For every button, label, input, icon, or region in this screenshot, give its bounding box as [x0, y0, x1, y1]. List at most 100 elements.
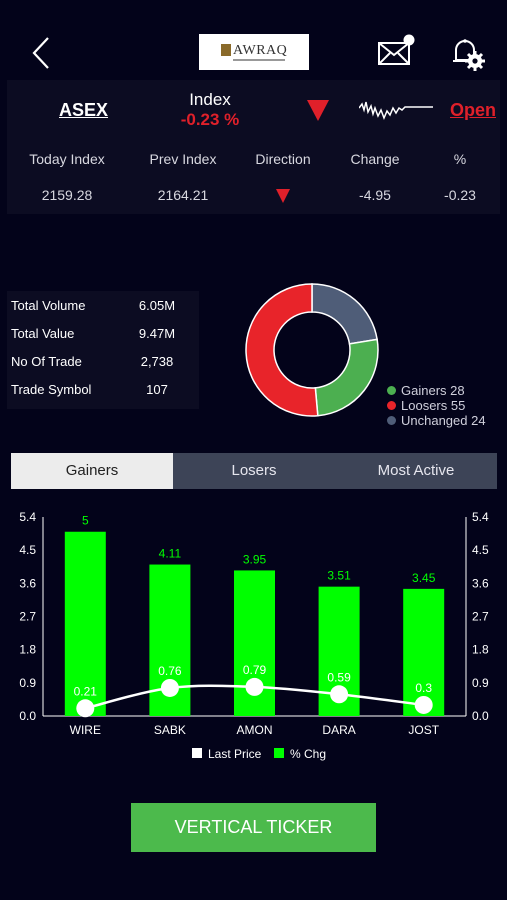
- y-tick-label-left: 0.9: [19, 676, 36, 690]
- logo-text: AWRAQ: [233, 43, 288, 58]
- legend-losers: Loosers 55: [387, 398, 465, 413]
- last-price-label: 0.76: [158, 664, 182, 678]
- y-tick-label-right: 0.0: [472, 709, 489, 723]
- legend-label: Gainers 28: [401, 383, 465, 398]
- legend-last-price: Last Price: [208, 747, 262, 761]
- legend-swatch-pct-chg: [274, 748, 284, 758]
- bar-value-label: 5: [82, 514, 89, 528]
- market-breadth-donut: [245, 283, 379, 417]
- legend-swatch-last-price: [192, 748, 202, 758]
- market-status-link[interactable]: Open: [450, 100, 497, 120]
- stat-total-value: Total Value 9.47M: [7, 320, 195, 348]
- last-price-point[interactable]: [414, 695, 433, 714]
- bar-value-label: 4.11: [159, 547, 182, 561]
- last-price-label: 0.3: [415, 681, 432, 695]
- y-tick-label-left: 5.4: [19, 510, 36, 524]
- last-price-label: 0.79: [243, 663, 267, 677]
- bell-gear-icon: [453, 39, 485, 71]
- stat-label: Total Value: [11, 326, 75, 341]
- logo-tagline: [233, 59, 285, 61]
- stat-no-of-trade: No Of Trade 2,738: [7, 348, 195, 376]
- stat-total-volume: Total Volume 6.05M: [7, 292, 195, 320]
- bar-value-label: 3.45: [412, 571, 436, 585]
- logo-mark: [221, 44, 231, 56]
- y-tick-label-left: 1.8: [19, 643, 36, 657]
- index-change-pct: -0.23 %: [180, 110, 240, 129]
- x-tick-label: WIRE: [70, 723, 101, 737]
- x-tick-label: JOST: [408, 723, 439, 737]
- y-tick-label-right: 0.9: [472, 676, 489, 690]
- vertical-ticker-button[interactable]: VERTICAL TICKER: [131, 803, 376, 852]
- donut-legend: Gainers 28 Loosers 55 Unchanged 24: [386, 382, 500, 430]
- last-price-label: 0.59: [327, 670, 351, 684]
- prev-index-value: 2164.21: [157, 187, 209, 203]
- direction-down-icon: [276, 189, 290, 203]
- legend-pct-chg: % Chg: [290, 747, 326, 761]
- sparkline-icon: [359, 101, 433, 121]
- stat-value: 9.47M: [138, 326, 176, 341]
- pct-value: -0.23: [444, 187, 476, 203]
- stat-label: No Of Trade: [11, 354, 82, 369]
- donut-slice-gainers: [314, 338, 379, 417]
- legend-label: Loosers 55: [401, 398, 466, 413]
- legend-dot: [387, 401, 396, 410]
- alerts-settings-button[interactable]: [448, 34, 488, 72]
- donut-slice-loosers: [245, 283, 319, 417]
- change-value: -4.95: [359, 187, 391, 203]
- tab-most-active[interactable]: Most Active: [377, 462, 455, 479]
- last-price-point[interactable]: [245, 677, 264, 696]
- legend-dot: [387, 416, 396, 425]
- y-tick-label-left: 4.5: [19, 543, 36, 557]
- y-tick-label-right: 4.5: [472, 543, 489, 557]
- tab-gainers[interactable]: Gainers: [11, 453, 173, 489]
- last-price-label: 0.21: [74, 684, 98, 698]
- stat-label: Total Volume: [11, 298, 86, 313]
- last-price-point[interactable]: [330, 685, 349, 704]
- mail-notification-icon: [378, 34, 415, 65]
- app-logo: AWRAQ: [199, 34, 309, 70]
- col-pct: %: [453, 151, 467, 167]
- donut-slice-unchanged: [311, 283, 379, 345]
- market-link[interactable]: ASEX: [59, 100, 109, 120]
- y-tick-label-left: 0.0: [19, 709, 36, 723]
- stat-value: 107: [146, 382, 168, 397]
- index-title: Index: [189, 90, 231, 109]
- bar-value-label: 3.95: [243, 552, 267, 566]
- stat-label: Trade Symbol: [11, 382, 92, 397]
- stat-value: 2,738: [140, 354, 174, 369]
- market-stats: Total Volume 6.05M Total Value 9.47M No …: [7, 291, 199, 409]
- bar-wire[interactable]: [64, 531, 106, 716]
- bar-value-label: 3.51: [327, 569, 351, 583]
- chevron-left-icon: [32, 37, 49, 69]
- col-direction: Direction: [255, 151, 311, 167]
- movers-tabs: Gainers Losers Most Active: [11, 453, 497, 489]
- y-tick-label-right: 3.6: [472, 576, 489, 590]
- x-tick-label: AMON: [237, 723, 273, 737]
- col-today-index: Today Index: [29, 151, 105, 167]
- col-prev-index: Prev Index: [149, 151, 217, 167]
- last-price-point[interactable]: [160, 678, 179, 697]
- y-tick-label-right: 1.8: [472, 643, 489, 657]
- y-tick-label-right: 2.7: [472, 610, 489, 624]
- legend-dot: [387, 386, 396, 395]
- y-tick-label-right: 5.4: [472, 510, 489, 524]
- messages-button[interactable]: [374, 32, 420, 70]
- y-tick-label-left: 3.6: [19, 576, 36, 590]
- legend-gainers: Gainers 28: [387, 383, 465, 398]
- back-button[interactable]: [28, 34, 56, 72]
- today-index-value: 2159.28: [41, 187, 93, 203]
- x-tick-label: DARA: [322, 723, 355, 737]
- x-tick-label: SABK: [154, 723, 186, 737]
- last-price-point[interactable]: [76, 699, 95, 718]
- bar-jost[interactable]: [403, 588, 445, 716]
- legend-label: Unchanged 24: [401, 413, 486, 428]
- down-arrow-icon: [307, 100, 329, 121]
- y-tick-label-left: 2.7: [19, 610, 36, 624]
- stat-value: 6.05M: [138, 298, 176, 313]
- legend-unchanged: Unchanged 24: [387, 413, 486, 428]
- stat-trade-symbol: Trade Symbol 107: [7, 376, 195, 404]
- gainers-chart: 0.0 0.0 0.9 0.9 1.8 1.8 2.7 2.7 3.6 3.6 4.5 4.5 5.4 5…: [19, 510, 489, 761]
- col-change: Change: [350, 151, 400, 167]
- tab-losers[interactable]: Losers: [231, 462, 277, 479]
- index-panel: ASEX Index -0.23 % Open Today Index Prev…: [7, 80, 500, 214]
